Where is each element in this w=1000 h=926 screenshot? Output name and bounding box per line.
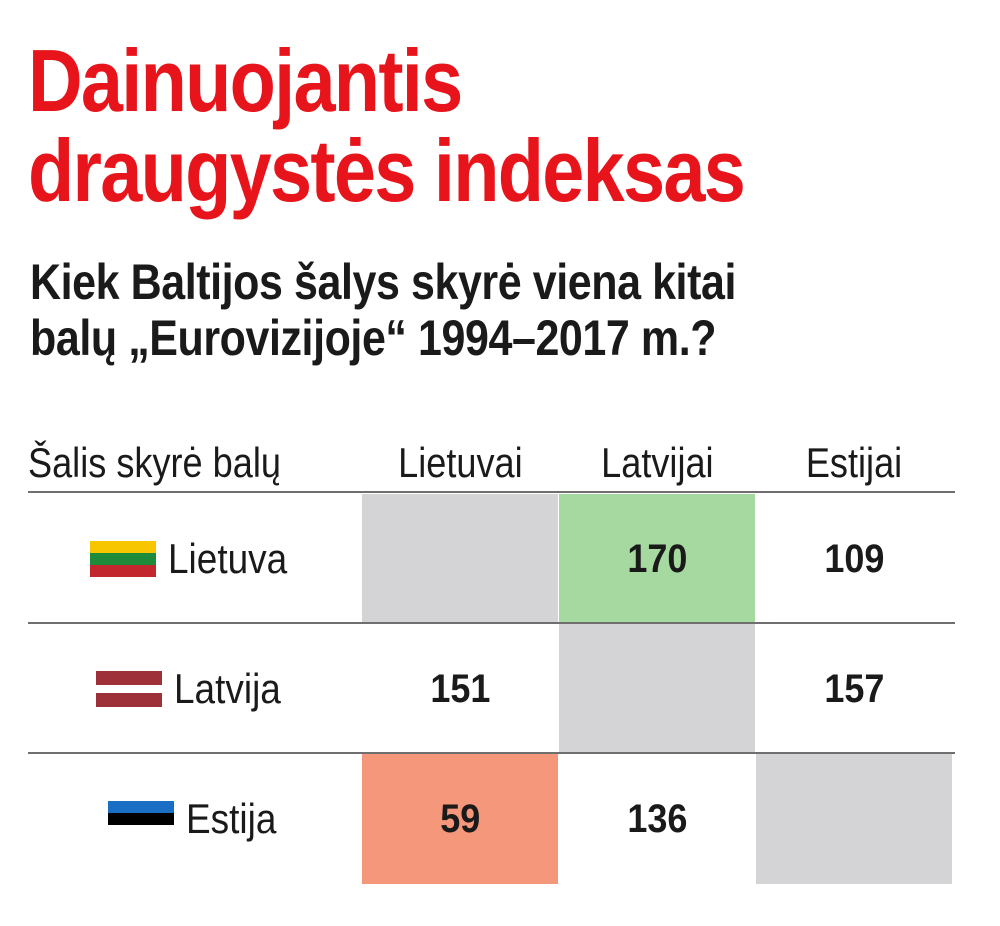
value-cell: 136 [559, 754, 755, 884]
value-label: 151 [429, 666, 491, 711]
value-cell: 157 [756, 624, 952, 754]
column-header-text: Latvijai [600, 439, 714, 486]
subtitle-line-2: balų „Eurovizijoje“ 1994–2017 m.? [30, 310, 717, 366]
flag-stripe [90, 541, 156, 553]
flag-stripe [108, 825, 174, 837]
column-header-3: Estijai [756, 440, 952, 486]
subtitle-line-1: Kiek Baltijos šalys skyrė viena kitai [30, 254, 736, 310]
flag-stripe [90, 553, 156, 565]
row-label-text: Latvija [174, 665, 281, 712]
column-header-text: Lietuvai [397, 439, 523, 486]
value-cell: 109 [756, 494, 952, 624]
value-label: 157 [823, 666, 885, 711]
value-label: 170 [626, 536, 688, 581]
flag-stripe [90, 565, 156, 577]
row-divider [28, 752, 955, 754]
row-label-1: Lietuva [90, 494, 303, 624]
column-header-1: Lietuvai [362, 440, 558, 486]
value-cell: 59 [362, 754, 558, 884]
flag-stripe [108, 813, 174, 825]
title-line-2: draugystės indeksas [28, 121, 746, 220]
flag-icon [90, 541, 156, 577]
chart-subtitle: Kiek Baltijos šalys skyrė viena kitai ba… [30, 254, 736, 366]
row-header-label: Šalis skyrė balų [28, 440, 348, 486]
chart-title: Dainuojantis draugystės indeksas [28, 36, 746, 216]
column-header-2: Latvijai [559, 440, 755, 486]
row-label-2: Latvija [96, 624, 295, 754]
self-cell [362, 494, 558, 624]
flag-icon [96, 671, 162, 708]
self-cell [756, 754, 952, 884]
flag-stripe [96, 685, 162, 693]
row-label-3: Estija [108, 754, 289, 884]
self-cell [559, 624, 755, 754]
row-label-text: Estija [186, 795, 277, 842]
value-label: 136 [626, 796, 688, 841]
title-line-1: Dainuojantis [28, 31, 463, 130]
value-cell: 170 [559, 494, 755, 624]
row-label-text: Lietuva [168, 535, 288, 582]
flag-stripe [96, 671, 162, 686]
flag-stripe [108, 801, 174, 813]
flag-stripe [96, 692, 162, 708]
value-label: 59 [439, 796, 481, 841]
row-header-text: Šalis skyrė balų [28, 439, 281, 486]
column-header-text: Estijai [805, 439, 903, 486]
value-label: 109 [823, 536, 885, 581]
flag-icon [108, 801, 174, 837]
value-cell: 151 [362, 624, 558, 754]
row-divider [28, 622, 955, 624]
row-divider [28, 491, 955, 493]
